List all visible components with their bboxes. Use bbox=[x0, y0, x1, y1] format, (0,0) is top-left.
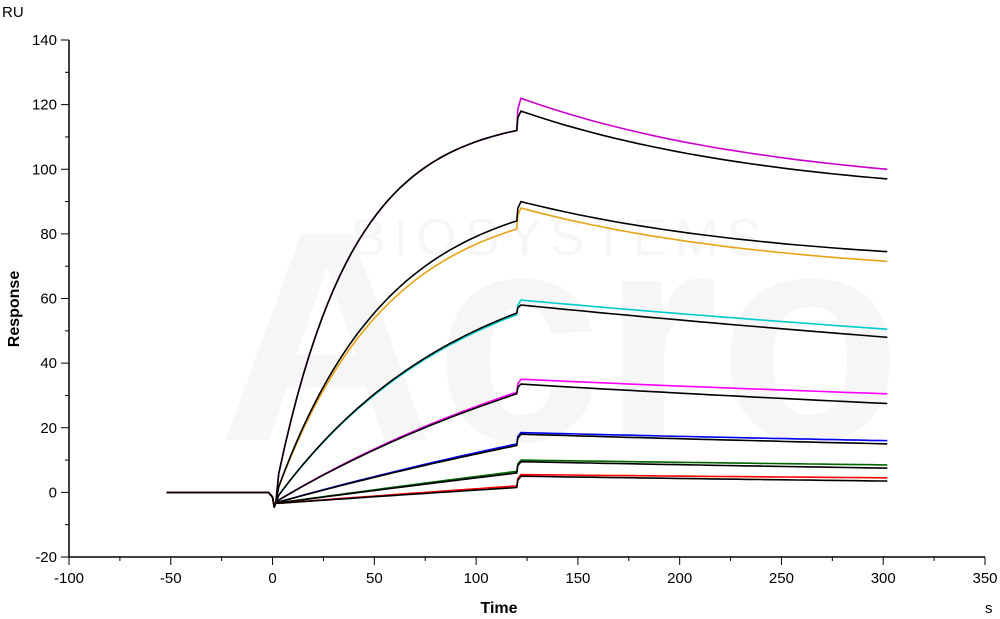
x-axis-title: Time bbox=[480, 600, 517, 617]
series-line-2 bbox=[166, 110, 888, 508]
axis-labels: RU s Time Response bbox=[2, 4, 993, 617]
y-tick-label: 80 bbox=[40, 226, 57, 243]
x-tick-label: -100 bbox=[54, 570, 84, 587]
watermark-brand: Acro bbox=[218, 168, 902, 504]
series-line-4 bbox=[166, 200, 888, 508]
y-tick-label: 40 bbox=[40, 355, 57, 372]
x-tick-label: 200 bbox=[667, 570, 692, 587]
watermark: Acro BIOSYSTEMS bbox=[218, 168, 902, 504]
watermark-sub: BIOSYSTEMS bbox=[351, 209, 769, 267]
x-tick-label: 100 bbox=[464, 570, 489, 587]
series-line-10 bbox=[166, 433, 888, 508]
series-line-3 bbox=[166, 207, 888, 508]
y-tick-label: -20 bbox=[35, 549, 57, 566]
x-tick-label: -50 bbox=[160, 570, 182, 587]
y-tick-label: 140 bbox=[32, 32, 57, 49]
y-tick-label: 100 bbox=[32, 161, 57, 178]
series-line-12 bbox=[166, 460, 888, 508]
x-tick-label: 300 bbox=[871, 570, 896, 587]
x-tick-label: 350 bbox=[972, 570, 997, 587]
axes: -20 0 20 40 60 80 100 120 140 -100 -50 0 50 100 150 200… bbox=[32, 32, 998, 587]
x-tick-label: 50 bbox=[366, 570, 383, 587]
y-unit-label: RU bbox=[2, 4, 24, 21]
series-line-6 bbox=[166, 304, 888, 508]
x-tick-label: 150 bbox=[565, 570, 590, 587]
series-line-8 bbox=[166, 383, 888, 508]
y-tick-label: 120 bbox=[32, 97, 57, 114]
x-unit-label: s bbox=[985, 600, 993, 617]
x-tick-label: 0 bbox=[268, 570, 276, 587]
y-tick-label: 0 bbox=[49, 484, 57, 501]
y-tick-label: 20 bbox=[40, 420, 57, 437]
y-tick-label: 60 bbox=[40, 291, 57, 308]
series-line-14 bbox=[166, 475, 888, 508]
x-tick-label: 250 bbox=[769, 570, 794, 587]
series-group bbox=[166, 97, 888, 508]
y-axis-title: Response bbox=[6, 271, 23, 348]
